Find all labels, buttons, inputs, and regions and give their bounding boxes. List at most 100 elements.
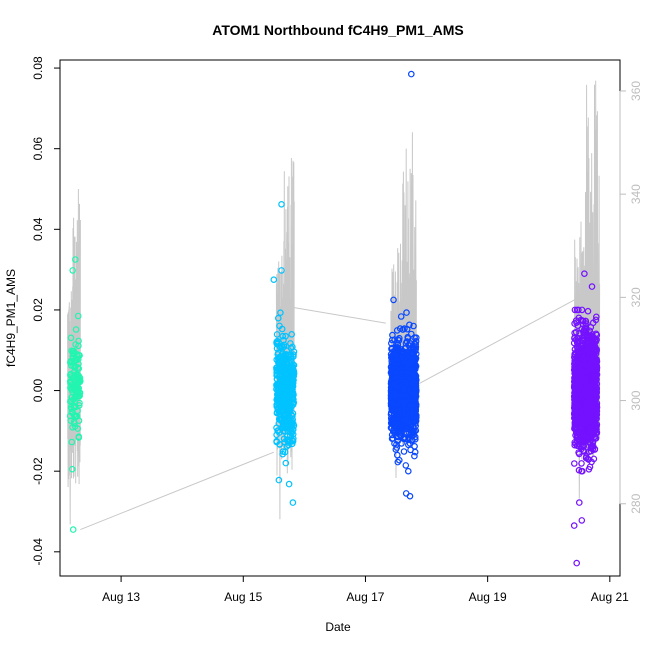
data-point-outlier: [275, 476, 283, 484]
data-point: [404, 424, 411, 431]
data-point: [578, 460, 585, 467]
data-point: [404, 467, 412, 475]
data-point: [589, 438, 597, 446]
data-point: [585, 342, 593, 350]
data-point: [403, 309, 410, 316]
data-point: [395, 407, 403, 415]
data-point: [391, 388, 398, 396]
data-point-outlier: [278, 267, 285, 274]
data-point: [73, 371, 81, 378]
data-point: [586, 438, 594, 446]
data-point: [67, 334, 75, 342]
data-point: [587, 336, 594, 344]
x-axis-label: Date: [325, 620, 351, 634]
data-point-outlier: [69, 526, 77, 533]
data-point: [593, 336, 600, 344]
data-point: [394, 437, 402, 445]
data-point: [410, 367, 418, 375]
data-point: [591, 373, 599, 381]
secondary-connector-2: [416, 296, 580, 386]
data-point: [402, 358, 410, 366]
data-point: [281, 411, 289, 418]
y-tick-label: 0.04: [31, 217, 45, 241]
data-point: [400, 448, 408, 455]
data-point: [76, 399, 83, 407]
data-point: [570, 339, 578, 347]
data-point: [68, 385, 75, 393]
data-point: [277, 417, 285, 424]
data-point: [571, 389, 579, 397]
data-point: [407, 330, 415, 338]
x-tick-label: Aug 15: [224, 590, 262, 604]
data-point: [411, 410, 418, 417]
data-point: [400, 430, 408, 437]
data-point: [287, 340, 294, 347]
data-point: [587, 444, 595, 452]
data-point: [393, 346, 401, 354]
data-point: [390, 384, 398, 392]
data-point: [570, 460, 578, 467]
data-point: [587, 412, 595, 420]
data-point: [75, 433, 83, 441]
data-point: [592, 313, 600, 321]
data-point: [69, 358, 76, 366]
data-point: [76, 352, 83, 359]
data-point: [279, 344, 286, 351]
data-point: [572, 328, 580, 336]
x-tick-label: Aug 21: [591, 590, 629, 604]
y-tick-label: 0.00: [31, 379, 45, 403]
data-point-outlier: [578, 517, 586, 524]
data-point: [283, 432, 291, 440]
data-point: [274, 391, 282, 399]
data-point: [395, 376, 403, 383]
x-tick-label: Aug 13: [102, 590, 140, 604]
data-point-outlier: [285, 480, 293, 488]
points-layer: [66, 70, 601, 567]
data-point: [586, 365, 593, 372]
data-point: [407, 425, 415, 433]
data-point: [285, 441, 292, 449]
data-point: [593, 356, 600, 364]
data-point: [579, 421, 587, 428]
data-point: [277, 309, 284, 317]
data-point: [274, 337, 281, 345]
data-point: [69, 396, 77, 404]
data-point-outlier: [270, 276, 278, 284]
data-point: [571, 334, 578, 342]
data-point: [405, 377, 413, 385]
data-point: [399, 398, 407, 405]
data-point: [582, 453, 590, 461]
data-point: [584, 307, 592, 315]
data-point: [398, 351, 406, 358]
data-point: [73, 378, 81, 386]
data-point: [274, 380, 282, 388]
data-point: [590, 455, 598, 463]
y2-tick-label: 360: [629, 81, 643, 101]
data-point: [274, 427, 282, 434]
data-point: [395, 456, 403, 464]
secondary-span-0: [67, 188, 81, 525]
data-point: [392, 412, 400, 420]
x-tick-label: Aug 17: [346, 590, 384, 604]
data-point: [573, 355, 581, 363]
data-point: [400, 415, 408, 423]
data-point: [276, 441, 284, 448]
data-point-outlier: [390, 296, 397, 304]
data-point: [284, 361, 292, 369]
data-point: [402, 462, 410, 469]
data-point: [284, 390, 292, 398]
data-point-outlier: [69, 267, 77, 274]
data-point: [405, 370, 413, 377]
data-point: [393, 348, 400, 356]
data-point: [279, 404, 287, 411]
data-point: [406, 431, 414, 439]
data-point: [409, 388, 417, 396]
data-point: [409, 402, 417, 410]
secondary-connector-1: [294, 307, 386, 324]
data-point: [277, 362, 285, 369]
data-point: [582, 401, 589, 409]
data-point: [285, 374, 293, 382]
data-point: [407, 446, 414, 454]
data-point: [288, 440, 296, 448]
